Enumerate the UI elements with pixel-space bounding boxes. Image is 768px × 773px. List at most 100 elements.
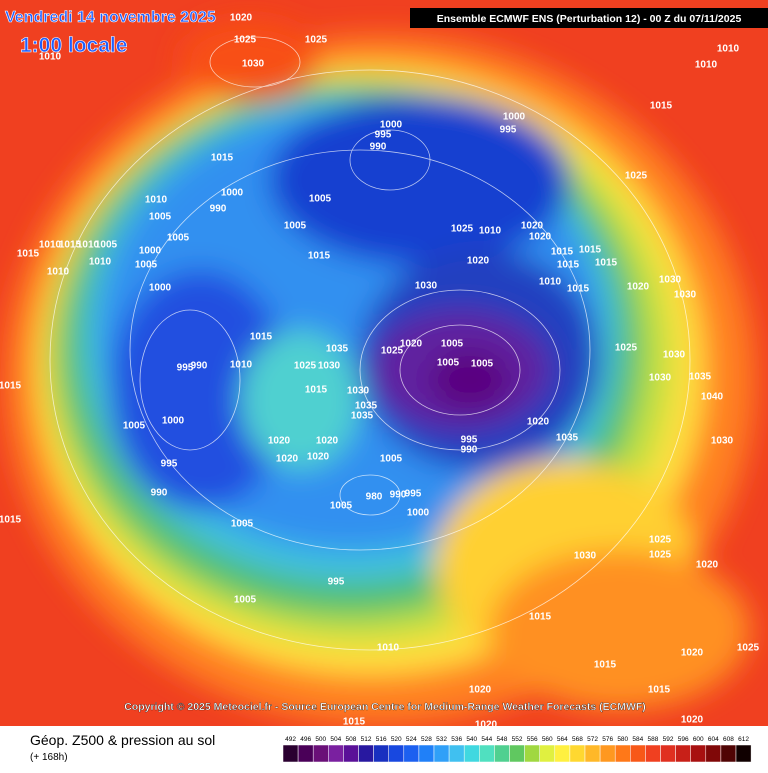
isobar-label: 1025 <box>615 343 638 354</box>
isobar-label: 995 <box>328 577 345 588</box>
isobar-label: 1005 <box>330 501 353 512</box>
isobar-label: 1020 <box>475 720 498 731</box>
isobar-label: 1025 <box>305 35 328 46</box>
isobar-label: 990 <box>191 361 208 372</box>
colorbar-label: 544 <box>481 736 492 743</box>
colorbar-cell <box>584 744 601 763</box>
isobar-label: 1015 <box>343 717 366 728</box>
isobar-label: 1000 <box>221 188 244 199</box>
colorbar-label: 540 <box>466 736 477 743</box>
colorbar-cell <box>675 744 691 763</box>
colorbar-cell <box>645 744 661 763</box>
isobar-label: 1030 <box>415 281 438 292</box>
isobar-label: 1015 <box>579 245 602 256</box>
colorbar-label: 528 <box>421 736 432 743</box>
isobar-label: 1015 <box>308 251 331 262</box>
isobar-label: 1010 <box>39 52 62 63</box>
colorbar-label: 584 <box>632 736 643 743</box>
isobar-label: 1000 <box>503 112 526 123</box>
copyright: Copyright © 2025 Meteociel.fr - Source E… <box>124 701 646 713</box>
isobar-label: 1005 <box>135 260 158 271</box>
isobar-label: 1010 <box>145 195 168 206</box>
isobar-label: 1015 <box>551 247 574 258</box>
colorbar-cell <box>479 744 495 763</box>
colorbar-label: 532 <box>436 736 447 743</box>
isobar-label: 1010 <box>695 60 718 71</box>
colorbar-label: 564 <box>557 736 568 743</box>
isobar-label: 1030 <box>318 361 341 372</box>
colorbar-cell <box>448 744 465 763</box>
isobar-label: 1030 <box>347 386 370 397</box>
isobar-label: 1020 <box>268 436 291 447</box>
isobar-label: 1025 <box>381 346 404 357</box>
isobar-label: 995 <box>500 125 517 136</box>
isobar-label: 1015 <box>0 381 22 392</box>
isobar-label: 1015 <box>250 332 273 343</box>
colorbar-label: 556 <box>527 736 538 743</box>
isobar-label: 1030 <box>659 275 682 286</box>
isobar-label: 1020 <box>276 454 299 465</box>
colorbar-cell <box>539 744 556 763</box>
colorbar-cell <box>463 744 480 763</box>
isobar-label: 1005 <box>471 359 494 370</box>
isobar-label: 1025 <box>294 361 317 372</box>
isobar-label: 1000 <box>149 283 172 294</box>
colorbar-label: 572 <box>587 736 598 743</box>
colorbar-label: 524 <box>406 736 417 743</box>
isobar-label: 1020 <box>681 648 704 659</box>
colorbar-cell <box>494 744 510 763</box>
colorbar-label: 608 <box>723 736 734 743</box>
colorbar-label: 516 <box>376 736 387 743</box>
colorbar-label: 500 <box>315 736 326 743</box>
isobar-label: 1035 <box>326 344 349 355</box>
colorbar-cell <box>569 744 586 763</box>
isobar-label: 1000 <box>162 416 185 427</box>
isobar-label: 1015 <box>17 249 40 260</box>
isobar-label: 1005 <box>95 240 118 251</box>
isobar-label: 1030 <box>574 551 597 562</box>
isobar-label: 1035 <box>351 411 374 422</box>
colorbar-label: 520 <box>391 736 402 743</box>
colorbar-label: 588 <box>648 736 659 743</box>
isobar-label: 995 <box>405 489 422 500</box>
isobar-label: 980 <box>366 492 383 503</box>
isobar-label: 1005 <box>231 519 254 530</box>
colorbar-cell <box>660 744 676 763</box>
colorbar-label: 536 <box>451 736 462 743</box>
isobar-label: 1005 <box>234 595 257 606</box>
isobar-label: 1000 <box>139 246 162 257</box>
model: Ensemble ECMWF ENS (Perturbation 12) - 0… <box>437 13 742 25</box>
isobar-label: 1015 <box>567 284 590 295</box>
isobar-label: 1005 <box>167 233 190 244</box>
colorbar-cell <box>524 744 540 763</box>
colorbar-cell <box>403 744 420 763</box>
isobar-label: 1000 <box>407 508 430 519</box>
isobar-label: 1035 <box>355 401 378 412</box>
isobar-label: 1015 <box>59 240 82 251</box>
footer-title: Géop. Z500 & pression au sol <box>30 732 215 748</box>
isobar-label: 1005 <box>284 221 307 232</box>
isobar-label: 1040 <box>701 392 724 403</box>
colorbar-label: 496 <box>300 736 311 743</box>
isobar-label: 1015 <box>595 258 618 269</box>
isobar-label: 990 <box>390 490 407 501</box>
colorbar-cell <box>614 744 631 763</box>
colorbar-cell <box>433 744 450 763</box>
isobar-label: 1010 <box>717 44 740 55</box>
colorbar-label: 612 <box>738 736 749 743</box>
isobar-label: 1030 <box>674 290 697 301</box>
isobar-label: 1015 <box>305 385 328 396</box>
isobar-label: 1015 <box>650 101 673 112</box>
isobar-label: 1020 <box>400 339 423 350</box>
isobar-label: 1020 <box>527 417 550 428</box>
colorbar-cell <box>358 744 374 763</box>
isobar-label: 1010 <box>377 643 400 654</box>
isobar-label: 1020 <box>469 685 492 696</box>
isobar-label: 1015 <box>0 515 22 526</box>
isobar-label: 1005 <box>309 194 332 205</box>
colorbar-label: 548 <box>497 736 508 743</box>
isobar-label: 1005 <box>380 454 403 465</box>
